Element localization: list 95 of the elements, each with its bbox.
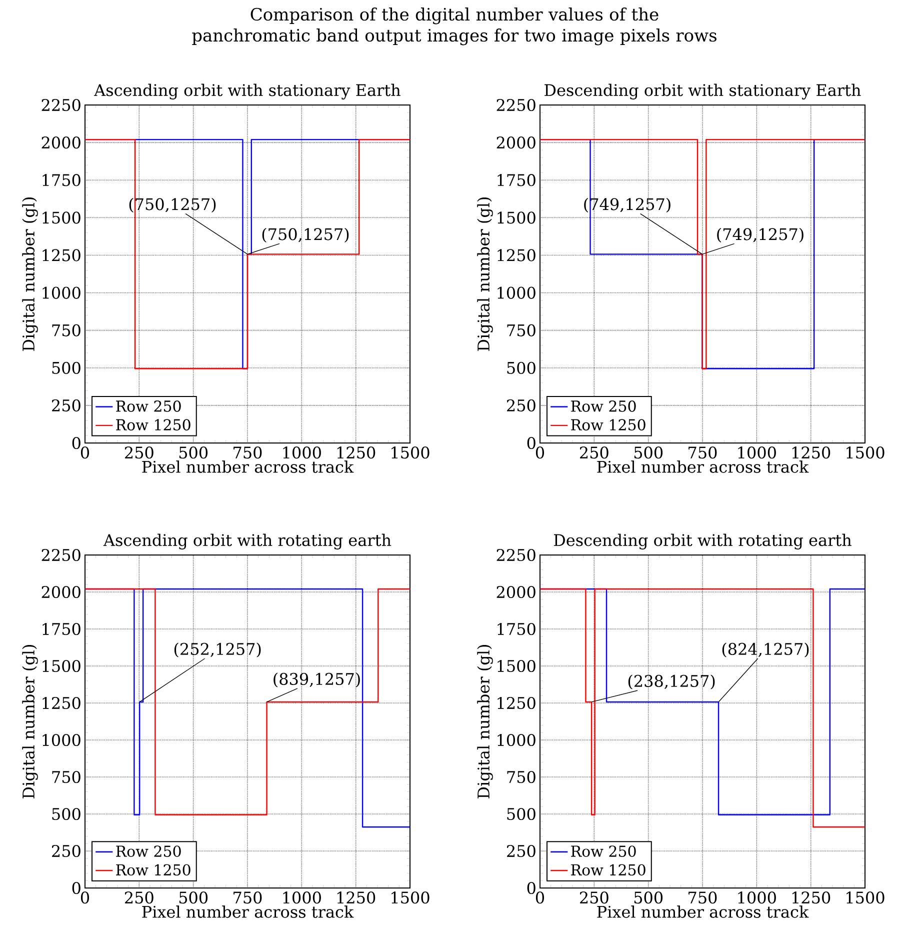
y-tick-label: 1500 [42,212,80,224]
chart-title: Ascending orbit with stationary Earth [94,84,400,100]
x-tick-label: 750 [234,446,262,459]
y-tick-label: 1000 [498,734,536,746]
y-tick-label: 1750 [42,174,80,186]
x-tick-label: 0 [536,892,544,904]
y-tick-label: 750 [52,324,80,336]
x-tick-label: 1000 [283,446,321,459]
x-tick-label: 1500 [392,446,430,459]
y-axis-title: Digital number (gl) [22,645,38,798]
x-tick-label: 1250 [792,446,830,459]
y-tick-label: 750 [507,324,536,336]
y-tick-label: 1000 [42,286,80,299]
y-tick-label: 0 [527,436,536,450]
annotation: (824,1257) [722,642,809,658]
x-tick-label: 750 [688,892,717,904]
x-tick-label: 750 [688,446,717,459]
x-tick-label: 1250 [337,892,376,904]
y-tick-label: 250 [507,399,536,412]
y-tick-label: 500 [52,362,80,374]
x-tick-label: 1250 [792,892,830,904]
x-tick-label: 1000 [738,446,776,459]
x-tick-label: 1500 [846,446,884,459]
chart-title: Descending orbit with rotating earth [554,534,852,550]
y-tick-label: 500 [52,808,80,820]
y-axis-title: Digital number (gl) [477,198,493,351]
x-tick-label: 250 [124,892,154,904]
x-axis-title: Pixel number across track [142,905,354,918]
x-tick-label: 500 [634,892,663,904]
text: Comparison of the digital number values of the panchromatic band output images for two image pixels rows [192,8,716,46]
y-tick-label: 2000 [42,136,80,149]
chart-title: Ascending orbit with rotating earth [103,534,392,550]
legend-label: Row 250 [571,400,636,412]
annotation: (750,1257) [262,228,349,242]
y-tick-label: 2250 [496,548,536,562]
x-tick-label: 0 [80,892,90,904]
y-tick-label: 1250 [42,249,80,262]
y-tick-label: 1250 [498,696,536,710]
x-tick-label: 1000 [283,892,321,904]
y-tick-label: 0 [72,436,80,450]
chart-title: Descending orbit with stationary Earth [544,84,861,100]
y-tick-label: 250 [507,844,536,858]
y-tick-label: 1250 [42,696,80,710]
y-tick-label: 250 [52,844,80,858]
x-axis-title: Pixel number across track [597,460,809,473]
y-axis-title: Digital number (gl) [477,645,493,798]
y-tick-label: 2250 [496,98,536,112]
legend-label: Row 250 [571,846,636,857]
x-tick-label: 500 [179,892,208,904]
legend-label: Row 1250 [571,864,646,876]
x-tick-label: 1500 [846,892,884,904]
y-tick-label: 750 [507,770,536,784]
y-tick-label: 1750 [498,174,536,186]
x-tick-label: 1500 [392,892,430,904]
y-tick-label: 0 [72,882,80,894]
y-tick-label: 2000 [42,586,80,598]
annotation: (252,1257) [174,642,261,658]
annotation: (749,1257) [717,228,804,242]
y-tick-label: 1500 [42,660,80,672]
x-tick-label: 500 [179,446,208,459]
y-tick-label: 2250 [42,98,80,112]
y-tick-label: 1000 [498,286,536,299]
y-tick-label: 1250 [498,249,536,262]
x-tick-label: 1000 [738,892,776,904]
x-tick-label: 750 [234,892,262,904]
x-axis-title: Pixel number across track [142,460,354,473]
y-tick-label: 2250 [42,548,80,562]
x-tick-label: 0 [536,446,544,459]
y-tick-label: 0 [527,882,536,894]
legend-label: Row 250 [116,846,181,857]
x-tick-label: 250 [580,892,608,904]
legend-label: Row 250 [116,400,181,412]
y-tick-label: 250 [52,399,80,412]
x-tick-label: 250 [124,446,154,459]
y-tick-label: 2000 [496,136,536,149]
legend-label: Row 1250 [116,419,190,430]
x-tick-label: 250 [580,446,608,459]
y-tick-label: 2000 [496,586,536,598]
x-axis-title: Pixel number across track [597,905,809,918]
legend-label: Row 1250 [571,419,646,430]
y-tick-label: 1500 [498,212,536,224]
annotation: (238,1257) [628,674,715,690]
y-tick-label: 1750 [498,622,536,636]
y-tick-label: 750 [52,770,80,784]
y-axis-title: Digital number (gl) [22,198,38,351]
y-tick-label: 1000 [42,734,80,746]
y-tick-label: 500 [507,808,536,820]
x-tick-label: 500 [634,446,663,459]
y-tick-label: 500 [507,362,536,374]
y-tick-label: 1750 [42,622,80,636]
x-tick-label: 1250 [337,446,376,459]
y-tick-label: 1500 [498,660,536,672]
x-tick-label: 0 [80,446,90,459]
legend-label: Row 1250 [116,864,190,876]
annotation: (839,1257) [274,672,360,688]
